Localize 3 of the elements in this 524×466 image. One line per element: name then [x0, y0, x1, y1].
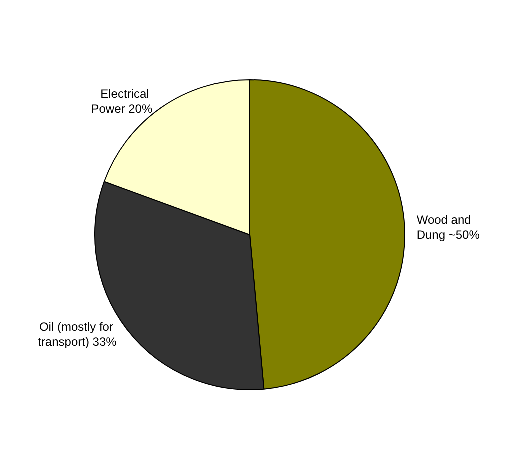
slice-label: Wood and Dung ~50% [416, 213, 480, 242]
slice-label: Electrical Power 20% [91, 86, 153, 116]
slice-label: Oil (mostly for transport) 33% [38, 320, 118, 349]
